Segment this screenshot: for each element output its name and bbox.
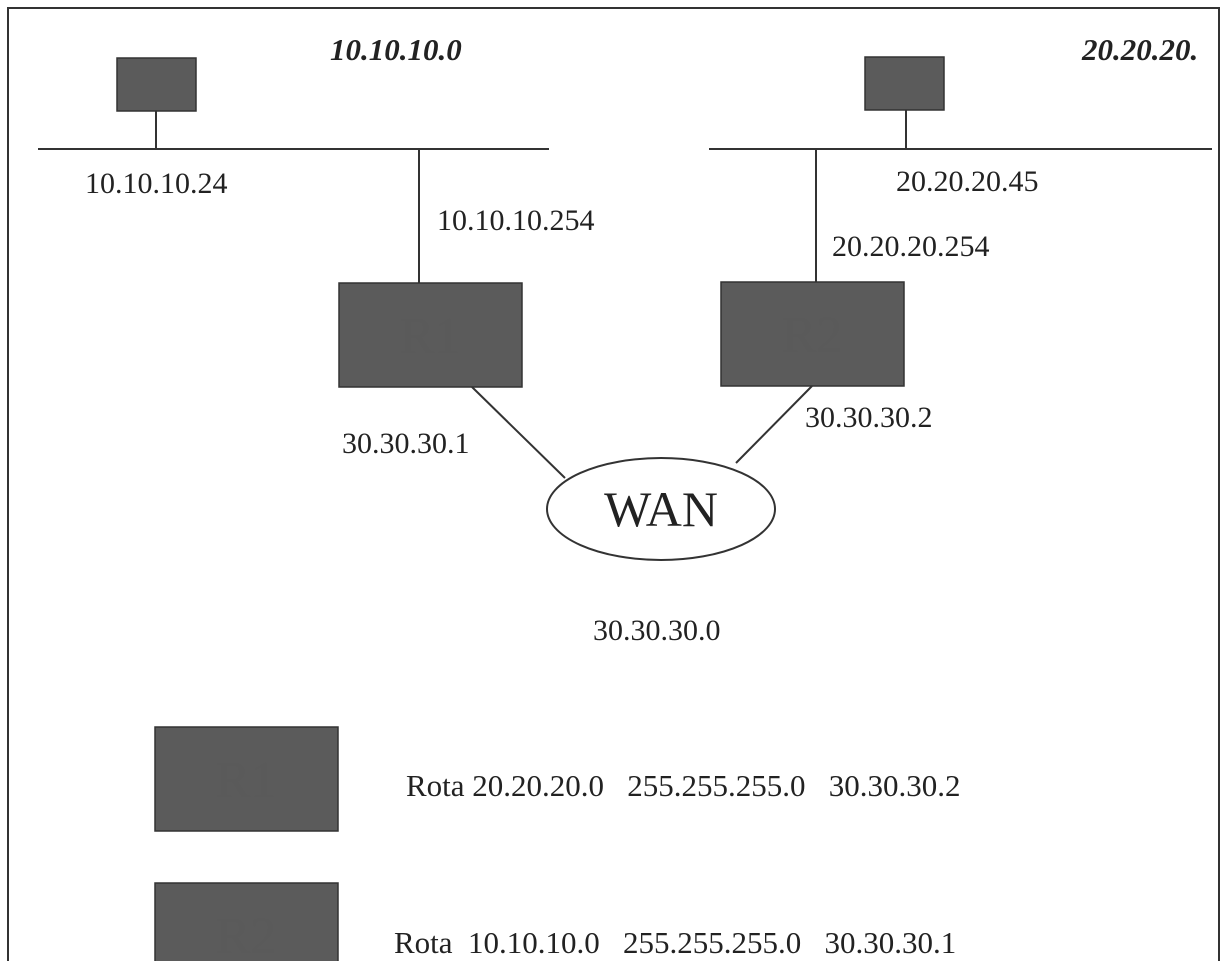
route-r1-router-label: R1 (216, 752, 277, 809)
r1-wan-ip: 30.30.30.1 (342, 427, 470, 460)
route-r2-router-label: R2 (216, 908, 277, 961)
router-r2-label: R2 (782, 307, 843, 364)
wan-network-name: 30.30.30.0 (593, 614, 721, 647)
route-r2-entry: Rota 10.10.10.0 255.255.255.0 30.30.30.1 (394, 925, 956, 960)
r2-lan-ip: 20.20.20.254 (832, 230, 990, 263)
r2-wan-link (735, 385, 813, 464)
router-r1-label: R1 (400, 308, 461, 365)
right-host-icon (864, 56, 945, 111)
left-network-name: 10.10.10.0 (330, 32, 462, 67)
r2-wan-ip: 30.30.30.2 (805, 401, 933, 434)
diagram-border (7, 7, 1220, 961)
r1-lan-ip: 10.10.10.254 (437, 204, 595, 237)
wan-label: WAN (604, 481, 718, 537)
left-host-icon (116, 57, 197, 112)
left-host-ip: 10.10.10.24 (85, 167, 228, 200)
wan-ellipse (546, 457, 776, 561)
router-r2 (720, 281, 905, 387)
router-r1 (338, 282, 523, 388)
route-r1-router-icon (154, 726, 339, 832)
route-r2-router-icon (154, 882, 339, 961)
right-network-name: 20.20.20. (1081, 32, 1198, 67)
r1-wan-link (471, 386, 566, 479)
right-host-ip: 20.20.20.45 (896, 165, 1039, 198)
route-r1-entry: Rota 20.20.20.0 255.255.255.0 30.30.30.2 (406, 768, 961, 803)
